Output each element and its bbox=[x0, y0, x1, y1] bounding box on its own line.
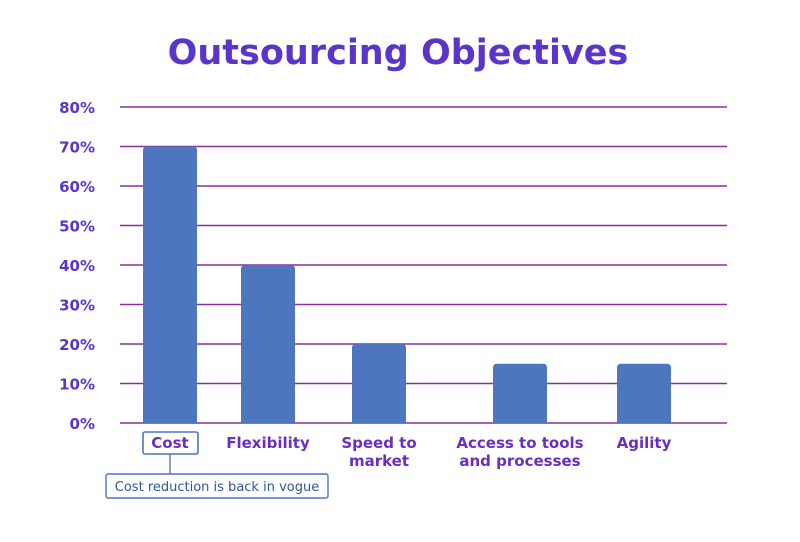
x-category-label-line: Access to tools bbox=[456, 434, 583, 452]
y-tick-label: 0% bbox=[70, 415, 95, 433]
x-category-label: Access to tools and processes bbox=[456, 434, 583, 470]
x-axis-labels: Cost Flexibility Speed to market Access to t… bbox=[151, 434, 671, 470]
y-tick-label: 50% bbox=[59, 218, 95, 236]
x-category-label: Speed to market bbox=[341, 434, 416, 470]
bar bbox=[617, 363, 671, 423]
x-category-label-line: Cost bbox=[151, 434, 188, 452]
annotation-callout: Cost reduction is back in vogue bbox=[105, 431, 329, 499]
x-category-label-line: market bbox=[349, 452, 409, 470]
x-category-label-line: Speed to bbox=[341, 434, 416, 452]
y-axis-ticks: 0% 10% 20% 30% 40% 50% 60% 70% 80% bbox=[59, 99, 95, 433]
chart-title: Outsourcing Objectives bbox=[168, 33, 629, 73]
bar bbox=[352, 344, 406, 423]
callout-box bbox=[105, 473, 329, 499]
bar bbox=[493, 363, 547, 423]
x-category-label-line: Flexibility bbox=[226, 434, 310, 452]
bar bbox=[143, 146, 197, 423]
gridlines bbox=[120, 106, 727, 424]
y-tick-label: 20% bbox=[59, 336, 95, 354]
x-category-label: Agility bbox=[617, 434, 672, 452]
y-tick-label: 70% bbox=[59, 139, 95, 157]
y-tick-label: 10% bbox=[59, 376, 95, 394]
callout-text: Cost reduction is back in vogue bbox=[115, 480, 319, 495]
x-category-label-line: Agility bbox=[617, 434, 672, 452]
x-category-label: Flexibility bbox=[226, 434, 310, 452]
bars bbox=[143, 146, 671, 423]
y-tick-label: 80% bbox=[59, 99, 95, 117]
y-tick-label: 40% bbox=[59, 257, 95, 275]
y-tick-label: 60% bbox=[59, 178, 95, 196]
bar bbox=[241, 265, 295, 423]
x-category-label-line: and processes bbox=[459, 452, 580, 470]
y-tick-label: 30% bbox=[59, 297, 95, 315]
x-category-label: Cost bbox=[151, 434, 188, 452]
